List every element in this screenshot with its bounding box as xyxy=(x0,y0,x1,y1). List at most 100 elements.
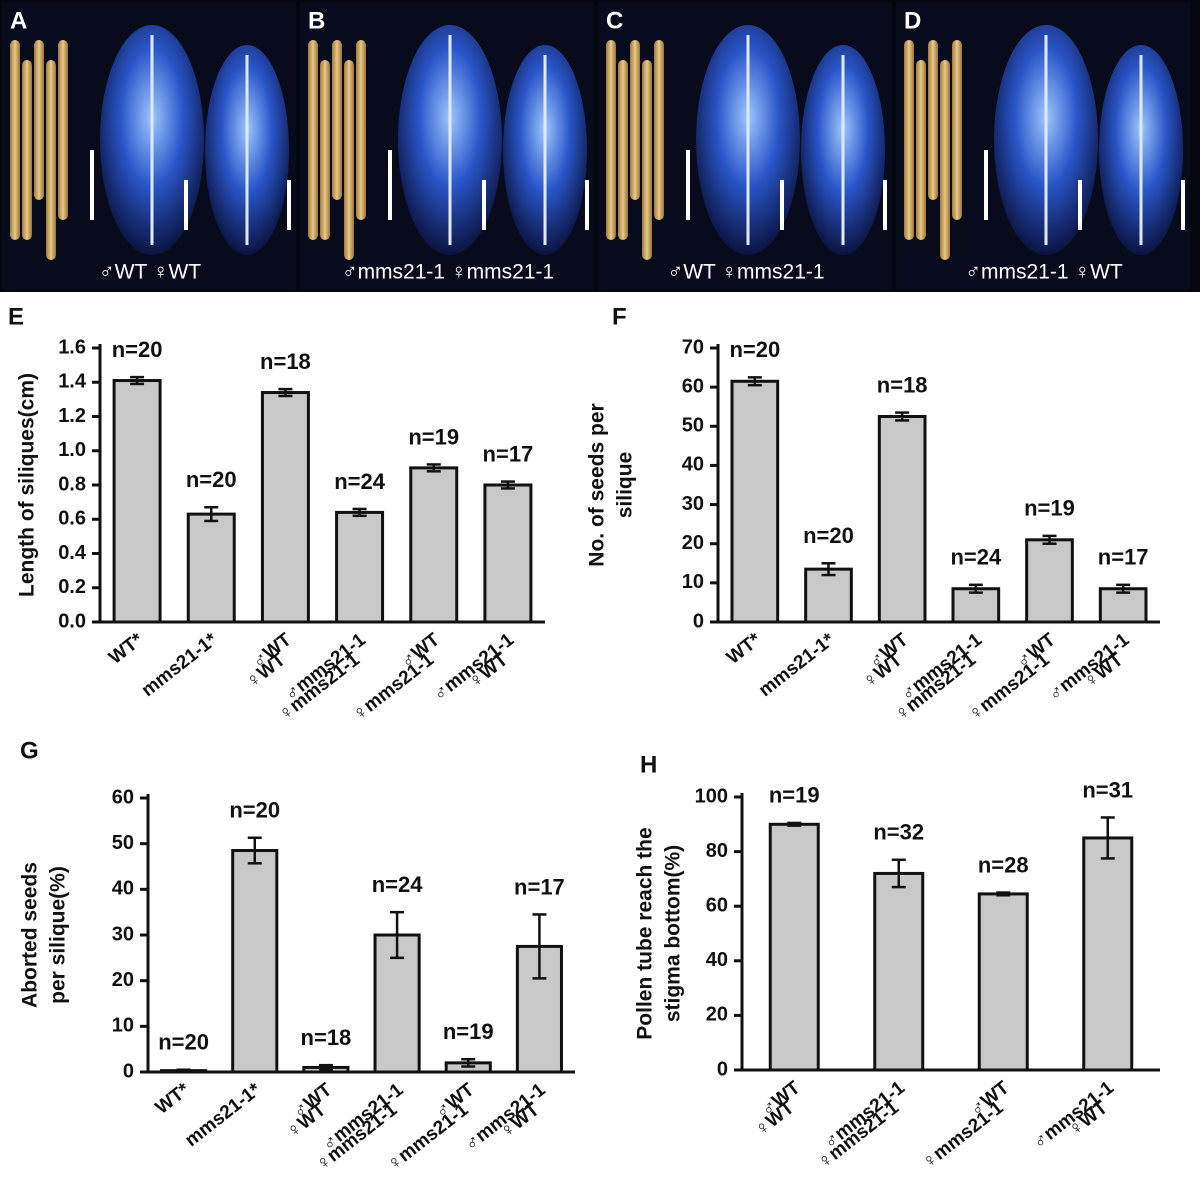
bar xyxy=(483,483,533,624)
silique xyxy=(952,40,962,220)
y-tick-label: 40 xyxy=(706,949,728,971)
sample-size: n=17 xyxy=(483,441,534,466)
y-tick-label: 0.4 xyxy=(58,542,87,564)
y-tick-label: 30 xyxy=(112,923,134,945)
sample-size: n=18 xyxy=(260,349,311,374)
silique xyxy=(46,60,56,260)
panel-letter: D xyxy=(904,7,921,34)
error-bar xyxy=(1116,583,1131,594)
silique xyxy=(320,60,330,240)
y-tick-label: 20 xyxy=(706,1004,728,1026)
sample-size: n=19 xyxy=(443,1019,494,1044)
x-tick-label: ♀mms21-1 xyxy=(965,649,1054,725)
scale-bar xyxy=(883,180,887,230)
sample-size: n=20 xyxy=(803,523,854,548)
silique xyxy=(308,40,318,240)
sample-size: n=17 xyxy=(514,874,565,899)
sample-size: n=20 xyxy=(112,337,163,362)
bar xyxy=(231,849,279,1074)
y-axis-label: Length of siliques(cm) xyxy=(16,373,39,597)
silique xyxy=(630,40,640,200)
y-tick-label: 60 xyxy=(112,786,134,808)
silique xyxy=(928,40,938,200)
error-bar xyxy=(318,1063,333,1071)
silique xyxy=(332,40,342,200)
y-tick-label: 20 xyxy=(682,532,704,554)
sample-size: n=24 xyxy=(950,545,1002,570)
error-bar xyxy=(204,506,219,523)
error-bar xyxy=(176,1068,191,1073)
photo-panel: C ♂WT ♀mms21-1 xyxy=(598,2,892,290)
y-tick-label: 1.2 xyxy=(58,405,86,427)
silique xyxy=(606,40,616,240)
y-tick-label: 100 xyxy=(695,785,728,807)
panel-letter: B xyxy=(308,7,325,34)
scale-bar xyxy=(1181,180,1185,230)
error-bar xyxy=(968,583,983,594)
silique xyxy=(642,60,652,260)
sample-size: n=19 xyxy=(1024,496,1075,521)
x-tick-label: mms21-1* xyxy=(755,629,839,701)
bar xyxy=(186,512,236,624)
sample-size: n=19 xyxy=(408,424,459,449)
photo-caption: ♂mms21-1 ♀mms21-1 xyxy=(342,261,554,284)
error-bar xyxy=(821,562,836,577)
bar xyxy=(877,415,927,624)
x-tick-label: WT* xyxy=(105,629,148,669)
bar xyxy=(260,391,310,624)
bar xyxy=(730,379,780,624)
scale-bar xyxy=(90,150,94,220)
sample-size: n=18 xyxy=(301,1025,352,1050)
y-tick-label: 60 xyxy=(682,375,704,397)
error-bar xyxy=(130,375,145,386)
error-bar xyxy=(426,463,441,473)
y-tick-label: 50 xyxy=(682,415,704,437)
y-tick-label: 40 xyxy=(112,878,134,900)
photo-panel: B ♂mms21-1 ♀mms21-1 xyxy=(300,2,594,290)
scale-bar xyxy=(287,180,291,230)
y-tick-label: 0 xyxy=(693,610,704,632)
y-tick-label: 0 xyxy=(717,1058,728,1080)
silique xyxy=(654,40,664,220)
error-bar xyxy=(278,387,293,398)
sample-size: n=19 xyxy=(769,783,820,808)
silique xyxy=(618,60,628,240)
panel-letter: C xyxy=(606,7,623,34)
scale-bar xyxy=(780,180,784,230)
y-tick-label: 20 xyxy=(112,969,134,991)
x-tick-label: WT* xyxy=(723,629,766,669)
y-tick-label: 80 xyxy=(706,840,728,862)
sample-size: n=32 xyxy=(873,820,924,845)
sample-size: n=24 xyxy=(372,872,424,897)
scale-bar xyxy=(984,150,988,220)
panel-letter: G xyxy=(20,737,39,764)
y-tick-label: 0.8 xyxy=(58,473,86,495)
photo-caption: ♂WT ♀WT xyxy=(99,261,201,284)
y-axis-label: silique xyxy=(614,452,637,519)
y-tick-label: 10 xyxy=(112,1015,134,1037)
panel-letter: F xyxy=(612,303,627,330)
error-bar xyxy=(891,858,906,889)
scale-bar xyxy=(686,150,690,220)
y-tick-label: 0.0 xyxy=(58,610,86,632)
sample-size: n=31 xyxy=(1082,777,1133,802)
y-axis-label: stigma bottom(%) xyxy=(662,845,685,1022)
panel-letter: E xyxy=(8,303,24,330)
silique xyxy=(356,40,366,220)
x-tick-label: mms21-1* xyxy=(138,629,222,701)
bar xyxy=(977,892,1029,1072)
error-bar xyxy=(247,836,262,865)
x-tick-label: mms21-1* xyxy=(181,1079,265,1151)
error-bar xyxy=(1042,534,1057,545)
y-tick-label: 1.4 xyxy=(58,371,87,393)
bar xyxy=(804,567,853,624)
x-tick-label: ♀mms21-1 xyxy=(349,649,438,725)
silique xyxy=(904,40,914,240)
error-bar xyxy=(352,507,367,518)
y-tick-label: 0 xyxy=(123,1060,134,1082)
sample-size: n=20 xyxy=(729,337,780,362)
y-tick-label: 30 xyxy=(682,493,704,515)
silique xyxy=(940,60,950,260)
bar xyxy=(112,379,162,624)
